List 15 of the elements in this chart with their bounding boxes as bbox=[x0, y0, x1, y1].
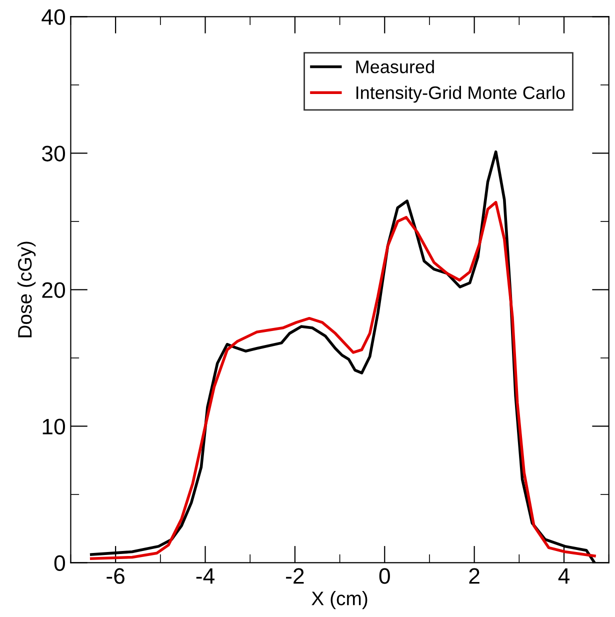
legend-label: Intensity-Grid Monte Carlo bbox=[356, 86, 565, 103]
y-tick-label: 30 bbox=[42, 146, 65, 162]
x-tick-label: -2 bbox=[286, 568, 304, 584]
x-tick-label: 0 bbox=[379, 568, 390, 584]
y-tick-label: 20 bbox=[42, 282, 65, 298]
y-tick-label: 0 bbox=[54, 555, 65, 571]
x-tick-label: 4 bbox=[558, 568, 570, 584]
y-tick-label: 40 bbox=[42, 9, 65, 25]
x-tick-label: -6 bbox=[106, 568, 124, 584]
legend-label: Measured bbox=[356, 60, 434, 74]
x-axis-title: X (cm) bbox=[312, 591, 368, 610]
y-tick-label: 10 bbox=[42, 418, 65, 434]
x-tick-label: -4 bbox=[196, 568, 214, 584]
x-tick-label: 2 bbox=[469, 568, 480, 584]
y-axis-title: Dose (cGy) bbox=[17, 242, 36, 338]
